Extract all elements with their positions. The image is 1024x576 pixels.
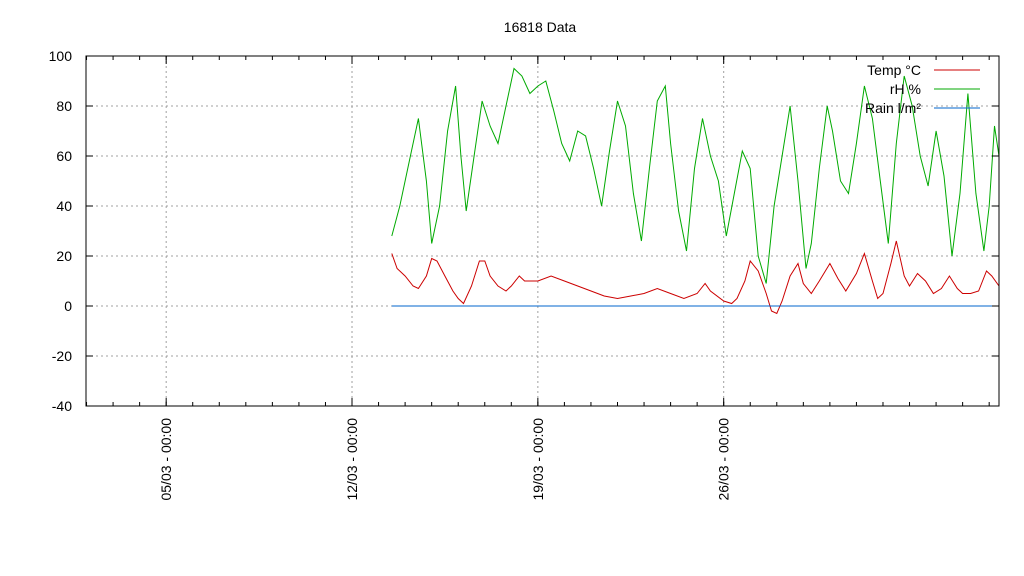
x-tick-label: 26/03 - 00:00 [716, 418, 732, 501]
x-tick-label: 12/03 - 00:00 [344, 418, 360, 501]
y-tick-label: 60 [56, 148, 72, 164]
legend-label-1: rH % [890, 81, 921, 97]
y-tick-label: 0 [64, 298, 72, 314]
series-line-0 [391, 240, 1000, 315]
legend-label-2: Rain l/m² [865, 100, 921, 116]
label-layer: -40 -20 0 20 40 60 80 100 05/03 - 00:00 12/03 - 0… [49, 48, 732, 501]
plot-frame [85, 55, 1000, 407]
grid-layer [86, 56, 999, 406]
series-layer [391, 67, 1000, 315]
legend-label-0: Temp °C [867, 62, 921, 78]
x-tick-label: 05/03 - 00:00 [158, 418, 174, 501]
legend: Temp °C rH % Rain l/m² [865, 62, 980, 116]
y-tick-label: 40 [56, 198, 72, 214]
y-tick-label: -20 [52, 348, 72, 364]
tick-layer [86, 55, 999, 407]
chart-title: 16818 Data [504, 19, 577, 35]
x-tick-label: 19/03 - 00:00 [530, 418, 546, 501]
y-tick-label: -40 [52, 398, 72, 414]
y-tick-label: 80 [56, 98, 72, 114]
y-tick-label: 20 [56, 248, 72, 264]
y-tick-label: 100 [49, 48, 73, 64]
series-line-1 [391, 67, 1000, 284]
